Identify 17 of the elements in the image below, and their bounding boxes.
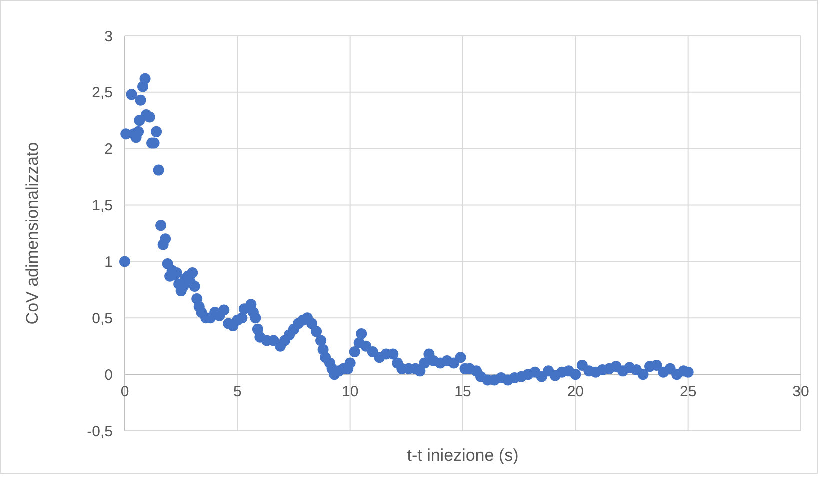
y-tick-label: 3 — [104, 28, 113, 46]
y-tick-label: 1,5 — [92, 198, 113, 215]
y-tick-label: 0 — [104, 366, 113, 384]
x-tick-label: 10 — [342, 384, 359, 401]
x-tick-label: 5 — [233, 384, 242, 401]
x-tick-label: 0 — [120, 384, 130, 401]
x-tick-label: 20 — [567, 384, 584, 401]
y-tick-label: 2 — [104, 141, 113, 158]
x-tick-label: 25 — [680, 384, 697, 401]
y-tick-label: 2,5 — [92, 84, 113, 102]
y-axis-title: CoV adimensionalizzato — [23, 142, 42, 325]
y-tick-label: -0,5 — [87, 423, 113, 440]
y-tick-label: 1 — [104, 254, 113, 271]
x-tick-label: 15 — [454, 384, 472, 401]
x-tick-label: 30 — [792, 384, 810, 401]
x-axis-title: t-t iniezione (s) — [407, 446, 519, 465]
y-tick-label: 0,5 — [92, 310, 113, 328]
